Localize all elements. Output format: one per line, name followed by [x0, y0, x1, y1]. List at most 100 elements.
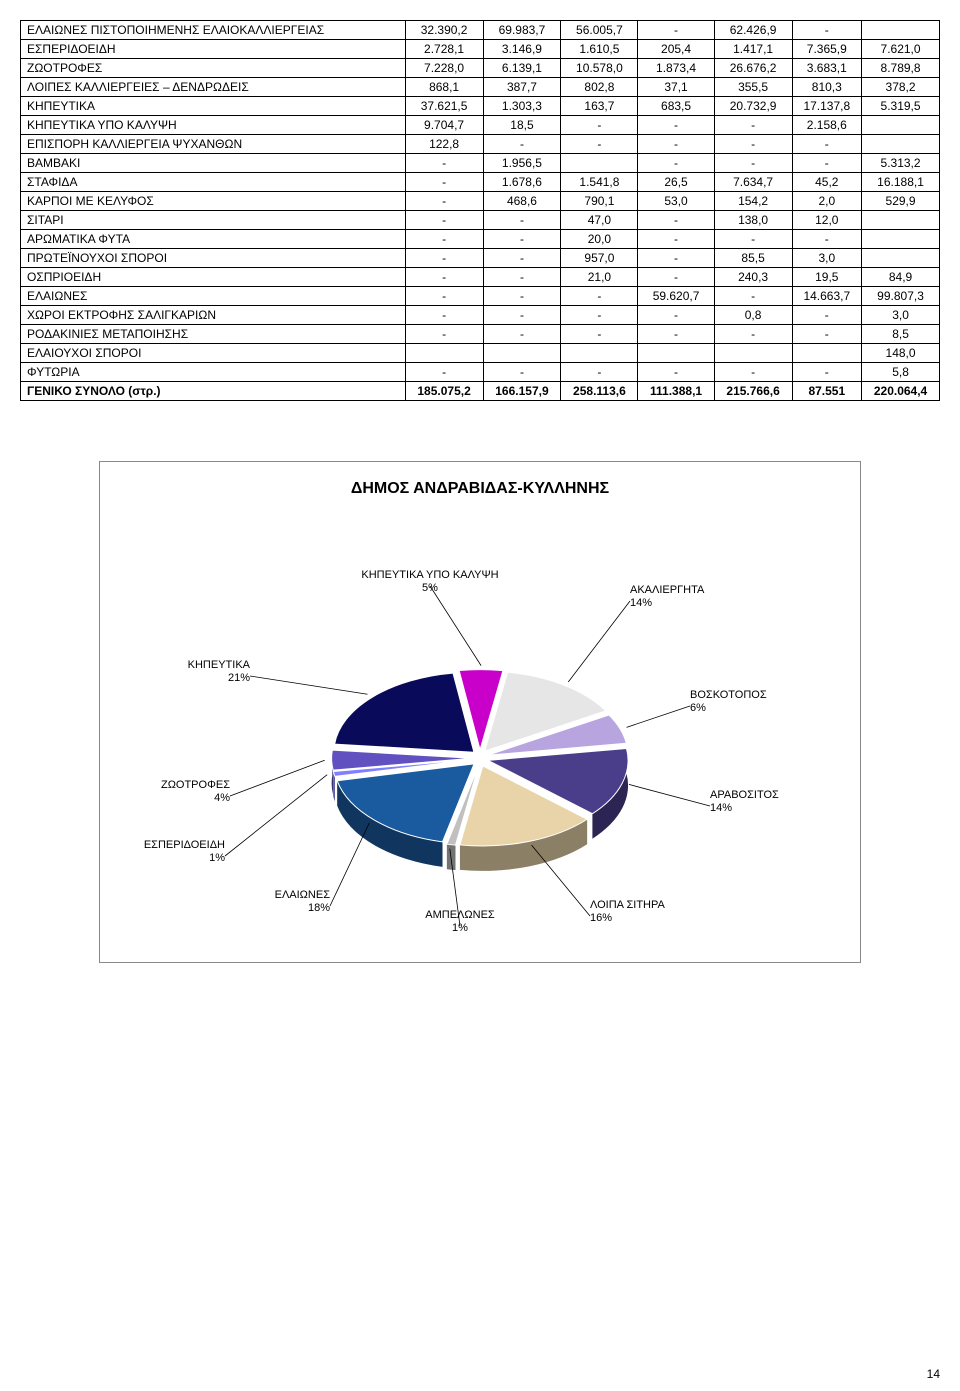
slice-label: ΑΚΑΛΙΕΡΓΗΤΑ: [630, 584, 705, 596]
table-row: ΧΩΡΟΙ ΕΚΤΡΟΦΗΣ ΣΑΛΙΓΚΑΡΙΩΝ----0,8-3,0: [21, 306, 940, 325]
cell: [862, 230, 940, 249]
cell: [483, 344, 561, 363]
leader-line: [330, 823, 369, 906]
cell: 683,5: [638, 97, 714, 116]
slice-pct: 1%: [209, 852, 225, 864]
cell: -: [561, 135, 638, 154]
cell: 355,5: [714, 78, 792, 97]
cell: 468,6: [483, 192, 561, 211]
cell: [405, 344, 483, 363]
row-label: ΠΡΩΤΕΪΝΟΥΧΟΙ ΣΠΟΡΟΙ: [21, 249, 406, 268]
cell: -: [638, 116, 714, 135]
table-row: ΕΠΙΣΠΟΡΗ ΚΑΛΛΙΕΡΓΕΙΑ ΨΥΧΑΝΘΩΝ122,8-----: [21, 135, 940, 154]
cell: -: [483, 211, 561, 230]
cell: 6.139,1: [483, 59, 561, 78]
cell: -: [792, 363, 862, 382]
slice-pct: 18%: [308, 902, 330, 914]
cell: 1.610,5: [561, 40, 638, 59]
cell: -: [561, 116, 638, 135]
cell: 99.807,3: [862, 287, 940, 306]
cell: 8,5: [862, 325, 940, 344]
cell: -: [561, 363, 638, 382]
cell: 56.005,7: [561, 21, 638, 40]
table-row: ΚΗΠΕΥΤΙΚΑ37.621,51.303,3163,7683,520.732…: [21, 97, 940, 116]
cell: 59.620,7: [638, 287, 714, 306]
cell: 215.766,6: [714, 382, 792, 401]
cell: 122,8: [405, 135, 483, 154]
cell: 154,2: [714, 192, 792, 211]
cell: -: [483, 268, 561, 287]
cell: -: [638, 325, 714, 344]
row-label: ΕΛΑΙΟΥΧΟΙ ΣΠΟΡΟΙ: [21, 344, 406, 363]
leader-line: [627, 706, 690, 727]
cell: -: [561, 325, 638, 344]
cell: 111.388,1: [638, 382, 714, 401]
cell: 3.146,9: [483, 40, 561, 59]
cell: -: [483, 363, 561, 382]
cell: [792, 344, 862, 363]
leader-line: [250, 676, 367, 694]
cell: [862, 211, 940, 230]
cell: 166.157,9: [483, 382, 561, 401]
cell: -: [638, 154, 714, 173]
cell: -: [483, 325, 561, 344]
cell: -: [714, 287, 792, 306]
cell: 9.704,7: [405, 116, 483, 135]
cell: -: [792, 135, 862, 154]
row-label: ΣΙΤΑΡΙ: [21, 211, 406, 230]
total-row: ΓΕΝΙΚΟ ΣΥΝΟΛΟ (στρ.)185.075,2166.157,925…: [21, 382, 940, 401]
slice-pct: 14%: [710, 802, 732, 814]
cell: -: [483, 230, 561, 249]
cell: -: [483, 287, 561, 306]
cell: 529,9: [862, 192, 940, 211]
cell: -: [714, 116, 792, 135]
cell: 1.873,4: [638, 59, 714, 78]
row-label: ΒΑΜΒΑΚΙ: [21, 154, 406, 173]
cell: 240,3: [714, 268, 792, 287]
leader-line: [629, 784, 710, 806]
cell: -: [405, 192, 483, 211]
cell: -: [405, 154, 483, 173]
slice-label: ΚΗΠΕΥΤΙΚΑ: [188, 659, 251, 671]
total-label: ΓΕΝΙΚΟ ΣΥΝΟΛΟ (στρ.): [21, 382, 406, 401]
cell: [862, 116, 940, 135]
cell: 20.732,9: [714, 97, 792, 116]
cell: -: [638, 135, 714, 154]
slice-label: ΕΛΑΙΩΝΕΣ: [275, 889, 331, 901]
slice-pct: 6%: [690, 702, 706, 714]
row-label: ΡΟΔΑΚΙΝΙΕΣ ΜΕΤΑΠΟΙΗΣΗΣ: [21, 325, 406, 344]
cell: -: [405, 325, 483, 344]
cell: 1.541,8: [561, 173, 638, 192]
cell: -: [638, 268, 714, 287]
cell: -: [638, 363, 714, 382]
table-row: ΕΛΑΙΩΝΕΣ ΠΙΣΤΟΠΟΙΗΜΕΝΗΣ ΕΛΑΙΟΚΑΛΛΙΕΡΓΕΙΑ…: [21, 21, 940, 40]
slice-pct: 4%: [214, 792, 230, 804]
cell: -: [561, 287, 638, 306]
cell: 0,8: [714, 306, 792, 325]
cell: 868,1: [405, 78, 483, 97]
slice-pct: 21%: [228, 672, 250, 684]
cell: 62.426,9: [714, 21, 792, 40]
cell: 17.137,8: [792, 97, 862, 116]
row-label: ΧΩΡΟΙ ΕΚΤΡΟΦΗΣ ΣΑΛΙΓΚΑΡΙΩΝ: [21, 306, 406, 325]
cell: 10.578,0: [561, 59, 638, 78]
slice-label: ΒΟΣΚΟΤΟΠΟΣ: [690, 689, 767, 701]
cell: 2.158,6: [792, 116, 862, 135]
leader-line: [568, 601, 630, 682]
cell: 87.551: [792, 382, 862, 401]
table-row: ΖΩΟΤΡΟΦΕΣ7.228,06.139,110.578,01.873,426…: [21, 59, 940, 78]
cell: 220.064,4: [862, 382, 940, 401]
cell: 148,0: [862, 344, 940, 363]
table-row: ΚΗΠΕΥΤΙΚΑ ΥΠΟ ΚΑΛΥΨΗ9.704,718,5---2.158,…: [21, 116, 940, 135]
row-label: ΖΩΟΤΡΟΦΕΣ: [21, 59, 406, 78]
cell: 85,5: [714, 249, 792, 268]
pie-chart: ΚΗΠΕΥΤΙΚΑ ΥΠΟ ΚΑΛΥΨΗ5%ΑΚΑΛΙΕΡΓΗΤΑ14%ΒΟΣΚ…: [100, 498, 860, 968]
cell: 957,0: [561, 249, 638, 268]
cell: 1.417,1: [714, 40, 792, 59]
cell: 1.303,3: [483, 97, 561, 116]
table-row: ΦΥΤΩΡΙΑ------5,8: [21, 363, 940, 382]
cell: 47,0: [561, 211, 638, 230]
table-row: ΕΛΑΙΩΝΕΣ---59.620,7-14.663,799.807,3: [21, 287, 940, 306]
cell: 37,1: [638, 78, 714, 97]
table-row: ΑΡΩΜΑΤΙΚΑ ΦΥΤΑ--20,0---: [21, 230, 940, 249]
